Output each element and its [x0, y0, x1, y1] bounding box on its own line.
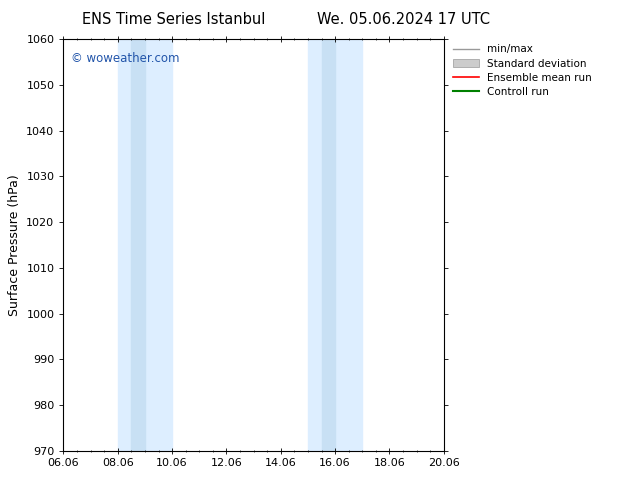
Text: We. 05.06.2024 17 UTC: We. 05.06.2024 17 UTC [317, 12, 490, 27]
Legend: min/max, Standard deviation, Ensemble mean run, Controll run: min/max, Standard deviation, Ensemble me… [453, 45, 592, 97]
Bar [321, 39, 335, 451]
Bar [118, 39, 172, 451]
Bar [131, 39, 145, 451]
Y-axis label: Surface Pressure (hPa): Surface Pressure (hPa) [8, 174, 21, 316]
Bar [308, 39, 362, 451]
Text: ENS Time Series Istanbul: ENS Time Series Istanbul [82, 12, 266, 27]
Text: © woweather.com: © woweather.com [71, 51, 179, 65]
